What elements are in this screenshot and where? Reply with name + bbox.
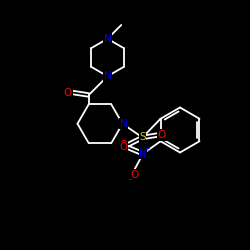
Text: O: O: [64, 88, 72, 98]
Text: -: -: [129, 175, 132, 184]
Text: O: O: [120, 142, 128, 152]
Text: N: N: [139, 149, 147, 159]
Text: O: O: [119, 140, 127, 150]
Text: N: N: [120, 119, 128, 129]
Text: S: S: [139, 132, 146, 142]
Text: O: O: [158, 130, 166, 140]
Text: N: N: [104, 34, 112, 44]
Text: N: N: [104, 71, 112, 81]
Text: +: +: [144, 146, 150, 152]
Text: O: O: [130, 170, 138, 180]
